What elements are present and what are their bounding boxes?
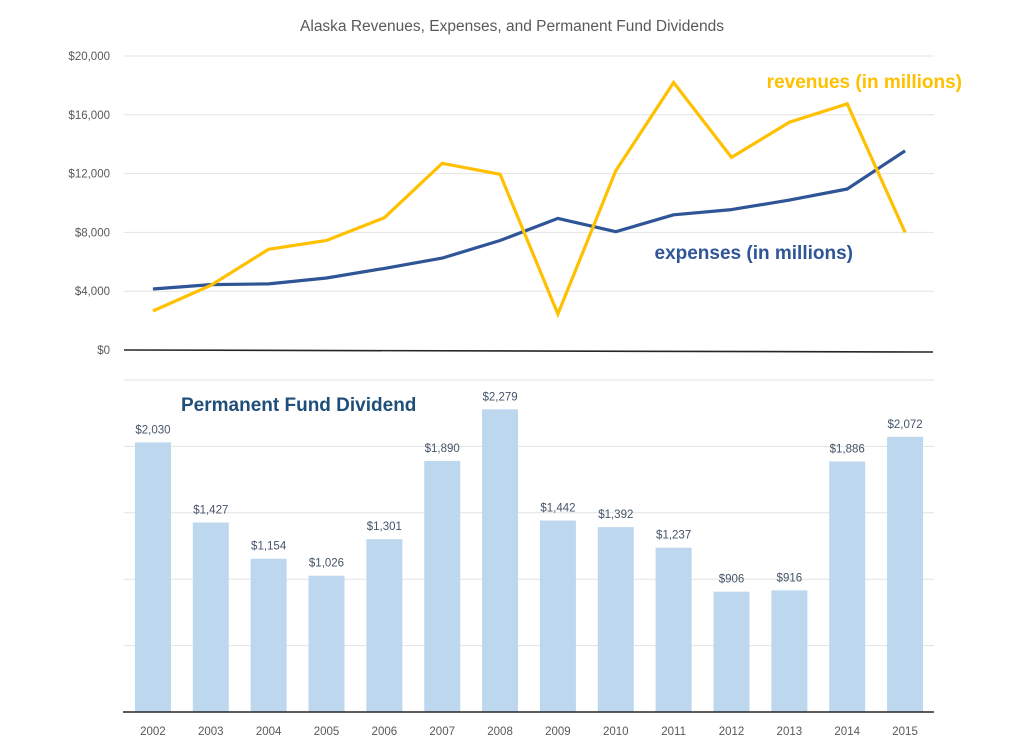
x-tick-label: 2014 [834,726,860,738]
expenses-line [152,149,906,291]
x-tick-label: 2004 [256,726,282,738]
line-chart-gridlines [124,55,934,292]
x-tick-label: 2006 [372,726,398,738]
expenses-series-label: expenses (in millions) [655,243,854,264]
bar [366,539,403,712]
x-tick-label: 2009 [545,726,571,738]
x-tick-label: 2013 [777,726,803,738]
bar [482,409,519,712]
x-tick-label: 2007 [429,726,455,738]
x-tick-label: 2005 [314,726,340,738]
x-tick-label: 2003 [198,726,224,738]
x-tick-label: 2015 [892,726,918,738]
bar [250,558,287,712]
bar-data-label: $1,890 [425,443,460,455]
bar-data-label: $1,886 [830,444,865,456]
y-tick-label: $20,000 [68,51,110,63]
bar-data-label: $1,427 [193,504,228,516]
y-tick-label: $8,000 [75,227,110,239]
bar [887,436,924,712]
line-chart-series [152,79,907,319]
x-tick-label: 2008 [487,726,513,738]
x-tick-label: 2012 [719,726,745,738]
y-tick-label: $0 [97,345,110,357]
bar [134,442,171,712]
bar [192,522,229,712]
bar [771,590,808,712]
revenues-series-label: revenues (in millions) [767,72,962,93]
revenues-line [152,79,907,319]
bar-data-label: $2,072 [887,419,922,431]
bar [308,575,345,712]
x-tick-label: 2010 [603,726,629,738]
bar [597,527,634,712]
bar-chart-bars [134,409,924,712]
bar-data-label: $1,301 [367,521,402,533]
bar-data-label: $2,279 [482,391,517,403]
bar-chart-title: Permanent Fund Dividend [181,395,416,416]
bar [655,547,692,712]
x-tick-label: 2002 [140,726,166,738]
y-tick-label: $4,000 [75,286,110,298]
bar [829,461,866,712]
bar [539,520,576,712]
bar [424,461,461,712]
bar-data-label: $2,030 [135,424,170,436]
bar-chart-x-axis-labels: 2002 2003 2004 2005 2006 2007 2008 2009 2010 2011… [140,726,918,738]
line-chart-y-axis: $0 $4,000 $8,000 $12,000 $16,000 $20,000 [68,51,110,357]
line-chart-x-axis [123,349,934,353]
bar-data-label: $906 [719,574,745,586]
bar-chart-gridlines [124,379,934,647]
bar-data-label: $1,392 [598,509,633,521]
y-tick-label: $16,000 [68,110,110,122]
bar [713,591,750,712]
bar-data-label: $1,442 [540,503,575,515]
x-tick-label: 2011 [661,726,686,738]
bar-data-label: $1,154 [251,541,287,553]
chart-title: Alaska Revenues, Expenses, and Permanent… [300,18,724,35]
bar-data-label: $1,237 [656,530,691,542]
bar-chart-data-labels: $2,030 $1,427 $1,154 $1,026 $1,301 $1,890 $2,2… [135,391,922,585]
bar-data-label: $916 [777,572,803,584]
y-tick-label: $12,000 [68,169,110,181]
bar-data-label: $1,026 [309,558,344,570]
